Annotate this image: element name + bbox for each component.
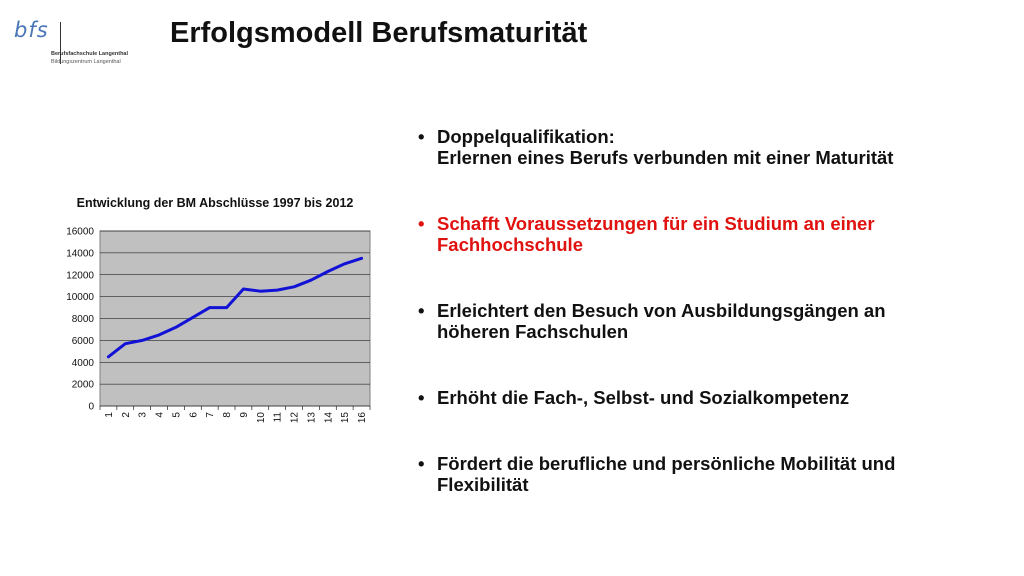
chart-title: Entwicklung der BM Abschlüsse 1997 bis 2… (77, 196, 354, 210)
data-point (275, 288, 279, 292)
bullet-list: • Doppelqualifikation: Erlernen eines Beru… (416, 126, 1006, 540)
data-point (259, 289, 262, 293)
logo-line-2: Bildungszentrum Langenthal (51, 59, 121, 65)
logo-line-1: Berufsfachschule Langenthal (51, 51, 129, 57)
bullet-text-line: Flexibilität (437, 474, 529, 495)
y-tick-label: 6000 (72, 336, 95, 347)
chart: Entwicklung der BM Abschlüsse 1997 bis 2… (56, 190, 386, 430)
bullet-text-line: Erlernen eines Berufs verbunden mit eine… (437, 147, 894, 168)
chart-svg: Entwicklung der BM Abschlüsse 1997 bis 2… (66, 196, 371, 424)
bullet-dot: • (418, 126, 425, 147)
x-tick-label: 10 (256, 412, 267, 424)
data-point (326, 270, 330, 273)
x-tick-label: 4 (155, 412, 166, 418)
y-tick-label: 4000 (72, 358, 95, 369)
x-tick-label: 14 (323, 412, 334, 424)
bullet-text-line: Schafft Voraussetzungen für ein Studium … (437, 213, 875, 234)
data-point (343, 262, 346, 266)
series-line (106, 256, 364, 359)
x-tick-label: 6 (188, 412, 199, 418)
logo-divider (60, 22, 61, 64)
bullet-dot: • (418, 213, 425, 234)
x-tick-label: 3 (138, 412, 149, 418)
y-tick-label: 16000 (66, 227, 94, 238)
data-point (292, 285, 296, 288)
x-tick-label: 11 (273, 412, 284, 423)
bullet-text-line: Fördert die berufliche und persönliche M… (437, 453, 896, 474)
x-tick-label: 8 (222, 412, 233, 418)
bullet-text-line: Doppelqualifikation: (437, 126, 615, 147)
x-tick-label: 9 (239, 412, 250, 418)
data-point (174, 326, 178, 329)
data-point (225, 306, 228, 309)
page-title: Erfolgsmodell Berufsmaturität (170, 17, 588, 49)
data-point (107, 355, 110, 358)
bullet-item: • Erhöht die Fach-, Selbst- und Sozialkom… (416, 387, 1006, 408)
data-point (124, 342, 127, 345)
x-tick-label: 5 (171, 412, 182, 418)
logo-mark: bfs (14, 18, 49, 42)
data-point (191, 316, 195, 319)
x-tick-label: 13 (306, 412, 317, 424)
bullet-item: • Fördert die berufliche und persönliche … (416, 453, 1006, 495)
y-tick-label: 14000 (66, 248, 94, 259)
y-tick-label: 10000 (66, 292, 94, 303)
x-tick-label: 15 (340, 412, 351, 424)
x-tick-label: 1 (104, 412, 115, 418)
bullet-text-line: Erhöht die Fach-, Selbst- und Sozialkomp… (437, 387, 850, 408)
data-point (360, 257, 363, 260)
bullet-item: • Schafft Voraussetzungen für ein Studium… (416, 213, 1006, 255)
bullet-text-line: höheren Fachschulen (437, 321, 629, 342)
bullet-text-line: Erleichtert den Besuch von Ausbildungsgä… (437, 300, 886, 321)
y-tick-label: 12000 (66, 270, 94, 281)
y-tick-label: 2000 (72, 380, 95, 391)
bullet-dot: • (418, 453, 425, 474)
data-point (157, 333, 161, 337)
y-tick-label: 8000 (72, 314, 95, 325)
bullet-text-line: Fachhochschule (437, 234, 583, 255)
y-tick-label: 0 (88, 402, 94, 413)
logo: bfs Berufsfachschule Langenthal Bildungs… (14, 18, 154, 70)
x-tick-label: 12 (290, 412, 301, 424)
data-point (140, 339, 144, 342)
x-tick-label: 7 (205, 412, 216, 418)
bullet-item: • Erleichtert den Besuch von Ausbildungsg… (416, 300, 1006, 342)
data-point (208, 306, 211, 309)
bullet-item: • Doppelqualifikation: Erlernen eines Beru… (416, 126, 1006, 168)
x-tick-label: 16 (357, 412, 368, 424)
bullet-dot: • (418, 300, 425, 321)
data-point (242, 287, 245, 291)
bullet-dot: • (418, 387, 425, 408)
data-point (309, 279, 313, 282)
x-tick-label: 2 (121, 412, 132, 418)
